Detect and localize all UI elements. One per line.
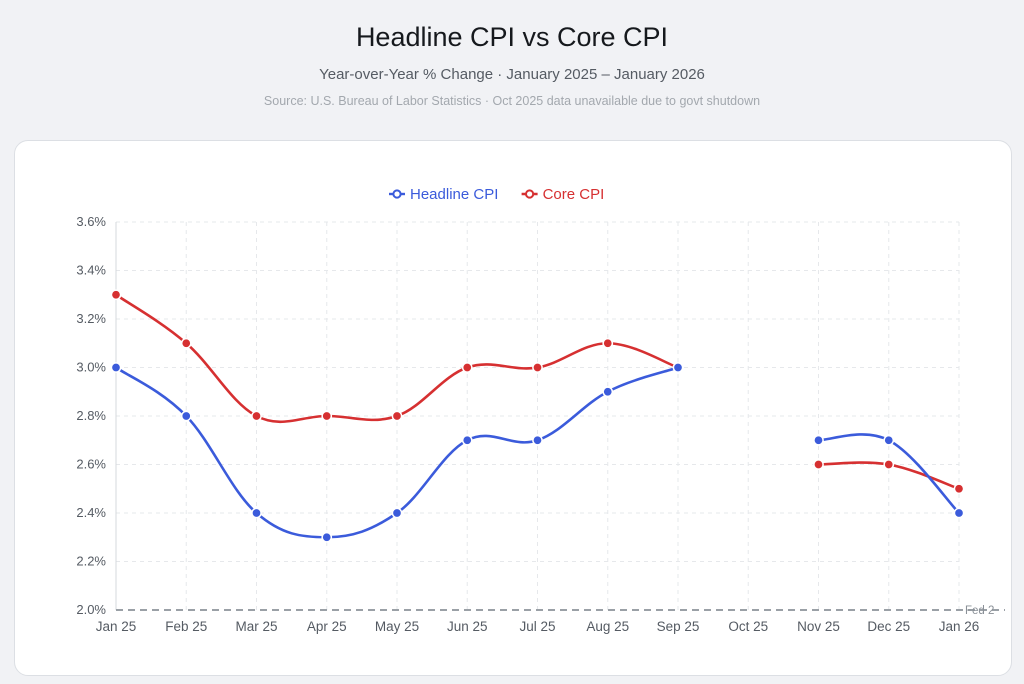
x-tick-label: Sep 25 [657, 619, 700, 634]
chart-title: Headline CPI vs Core CPI [355, 22, 669, 52]
x-tick-label: Jan 26 [939, 619, 980, 634]
core-cpi-point [953, 483, 965, 495]
chart-card: 2.0% 2.2% 2.4% 2.6% 2.8% 3.0% 3.2% 3.4% 3.6% Jan … [14, 140, 1012, 676]
y-tick-label: 2.0% [76, 602, 106, 617]
x-tick-label: Feb 25 [165, 619, 207, 634]
x-tick-label: May 25 [375, 619, 419, 634]
core-cpi-point [813, 459, 824, 470]
core-cpi-point [251, 410, 262, 422]
y-tick-label: 3.0% [76, 360, 106, 375]
core-cpi-point [321, 410, 333, 422]
core-cpi-point [461, 362, 473, 373]
headline-cpi-legend-marker [392, 189, 402, 199]
headline-cpi-point [883, 434, 895, 446]
headline-cpi-point [391, 507, 403, 519]
headline-cpi-point [321, 531, 333, 543]
y-tick-label: 3.4% [76, 263, 106, 278]
x-tick-label: Jan 25 [96, 619, 137, 634]
y-tick-label: 3.2% [76, 311, 106, 326]
x-tick-label: Apr 25 [307, 619, 347, 634]
headline-cpi-point [602, 386, 614, 398]
y-tick-label: 2.6% [76, 457, 106, 472]
y-tick-label: 2.4% [76, 505, 106, 520]
headline-cpi-point [110, 362, 122, 373]
core-cpi-legend-marker [524, 189, 535, 199]
x-tick-label: Dec 25 [867, 619, 910, 634]
x-tick-label: Jun 25 [447, 619, 488, 634]
core-cpi-point [110, 289, 122, 301]
core-cpi-point [180, 337, 192, 349]
headline-cpi-point [532, 434, 543, 446]
x-tick-label: Nov 25 [797, 619, 840, 634]
x-tick-label: Mar 25 [235, 619, 277, 634]
fed-target-label: Fed 2 [965, 605, 994, 617]
cpi-line-chart: 2.0% 2.2% 2.4% 2.6% 2.8% 3.0% 3.2% 3.4% 3.6% Jan … [76, 186, 1005, 634]
headline-cpi-point [180, 410, 192, 422]
headline-cpi-legend-label: Headline CPI [410, 186, 498, 203]
y-tick-label: 2.2% [76, 554, 106, 569]
headline-cpi-point [461, 434, 473, 446]
chart-subtitle: Year-over-Year % Change · January 2025 –… [319, 66, 705, 83]
y-tick-label: 2.8% [76, 408, 106, 423]
core-cpi-point [532, 362, 543, 373]
headline-cpi-point [953, 507, 965, 519]
headline-cpi-point [813, 434, 824, 446]
core-cpi-point [602, 337, 614, 349]
headline-cpi-point [672, 362, 684, 373]
headline-cpi-point [251, 507, 262, 519]
y-tick-label: 3.6% [76, 214, 106, 229]
core-cpi-legend-label: Core CPI [543, 186, 605, 203]
core-cpi-point [883, 459, 895, 470]
core-cpi-point [391, 410, 403, 422]
x-tick-label: Oct 25 [728, 619, 768, 634]
x-tick-label: Aug 25 [586, 619, 629, 634]
x-tick-label: Jul 25 [519, 619, 555, 634]
chart-source-note: Source: U.S. Bureau of Labor Statistics … [263, 94, 761, 108]
